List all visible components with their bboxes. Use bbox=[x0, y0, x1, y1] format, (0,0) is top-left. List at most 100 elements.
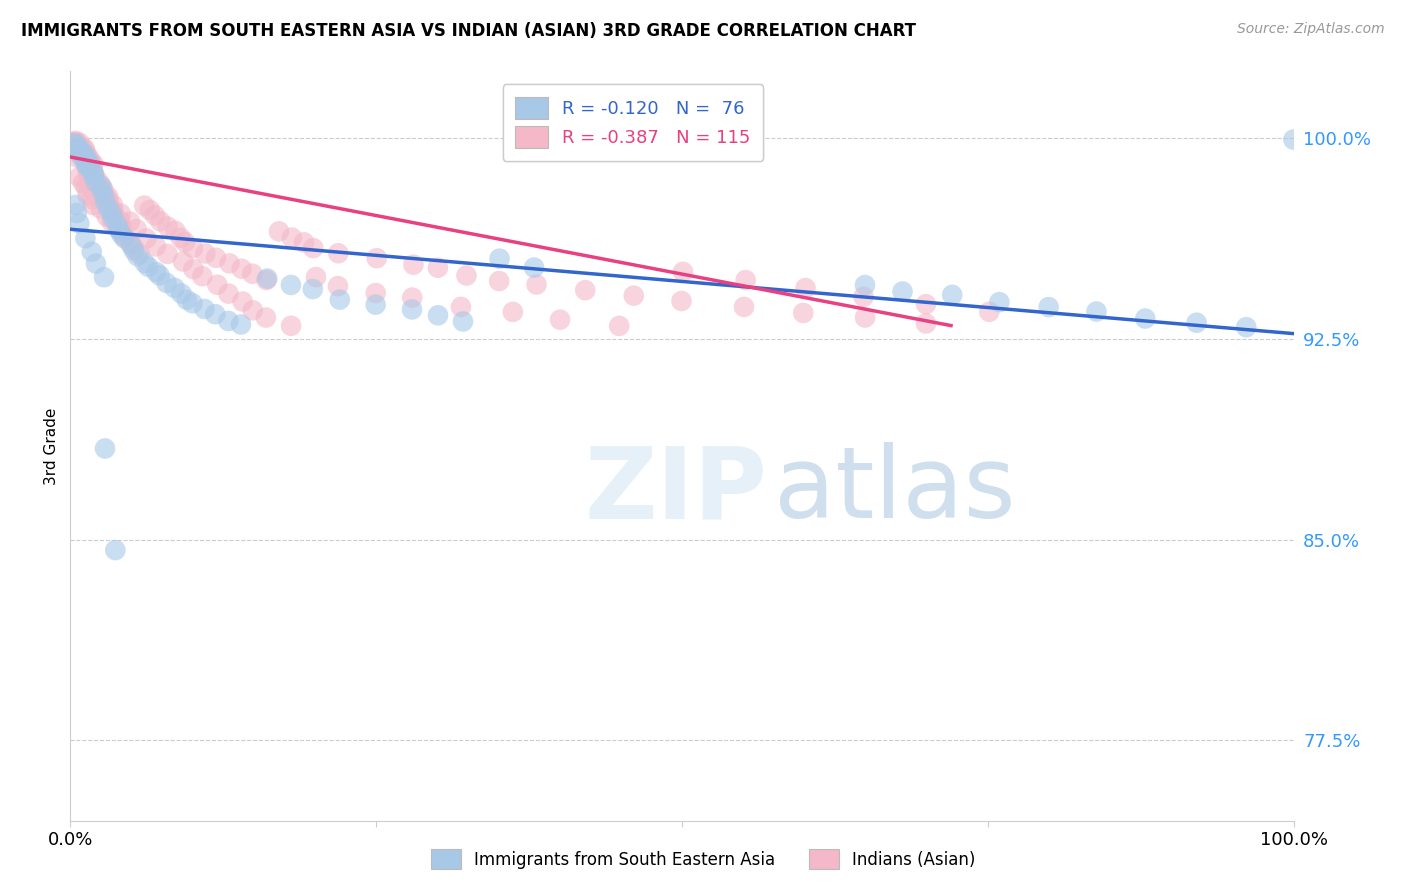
Point bbox=[82, 161, 104, 176]
Point bbox=[73, 152, 96, 166]
Point bbox=[1038, 300, 1060, 314]
Point bbox=[280, 318, 302, 333]
Point bbox=[136, 260, 159, 274]
Point bbox=[67, 142, 90, 156]
Point bbox=[76, 188, 98, 202]
Point bbox=[326, 279, 349, 293]
Point bbox=[114, 231, 136, 245]
Point bbox=[401, 302, 423, 317]
Point bbox=[181, 241, 204, 255]
Point bbox=[90, 185, 112, 199]
Point bbox=[242, 303, 264, 318]
Point bbox=[83, 166, 105, 180]
Point bbox=[915, 317, 938, 331]
Point bbox=[149, 214, 172, 228]
Point bbox=[170, 286, 193, 301]
Point bbox=[110, 224, 132, 238]
Point bbox=[97, 190, 120, 204]
Point bbox=[329, 293, 352, 307]
Point bbox=[66, 151, 89, 165]
Point bbox=[83, 168, 105, 182]
Point bbox=[134, 256, 156, 270]
Point bbox=[204, 307, 226, 321]
Point bbox=[183, 262, 205, 277]
Y-axis label: 3rd Grade: 3rd Grade bbox=[44, 408, 59, 484]
Point bbox=[456, 268, 478, 283]
Point bbox=[67, 142, 90, 156]
Point bbox=[91, 182, 114, 196]
Point bbox=[67, 141, 90, 155]
Point bbox=[281, 230, 304, 244]
Point bbox=[101, 206, 124, 220]
Point bbox=[80, 164, 103, 178]
Point bbox=[128, 247, 150, 261]
Point bbox=[366, 251, 388, 265]
Point bbox=[607, 318, 630, 333]
Point bbox=[1185, 316, 1208, 330]
Point bbox=[82, 198, 104, 212]
Point bbox=[156, 247, 179, 261]
Point bbox=[69, 140, 91, 154]
Point bbox=[67, 142, 90, 156]
Point bbox=[145, 265, 167, 279]
Point bbox=[80, 161, 103, 176]
Point bbox=[77, 166, 100, 180]
Point bbox=[451, 314, 474, 328]
Point bbox=[671, 293, 693, 308]
Point bbox=[138, 202, 160, 217]
Point bbox=[67, 170, 90, 185]
Point bbox=[292, 235, 315, 250]
Point bbox=[672, 265, 695, 279]
Point bbox=[83, 169, 105, 183]
Point bbox=[149, 268, 172, 283]
Point bbox=[915, 297, 938, 311]
Point bbox=[75, 150, 97, 164]
Point bbox=[75, 145, 97, 159]
Point bbox=[76, 161, 98, 175]
Point bbox=[93, 190, 115, 204]
Point bbox=[127, 249, 149, 263]
Point bbox=[62, 142, 84, 156]
Legend: Immigrants from South Eastern Asia, Indians (Asian): Immigrants from South Eastern Asia, Indi… bbox=[420, 838, 986, 880]
Point bbox=[101, 211, 124, 226]
Point bbox=[548, 312, 571, 326]
Point bbox=[65, 136, 87, 150]
Point bbox=[101, 198, 124, 212]
Point bbox=[218, 256, 240, 270]
Point bbox=[76, 155, 98, 169]
Point bbox=[853, 278, 876, 293]
Point bbox=[112, 230, 135, 244]
Point bbox=[63, 198, 86, 212]
Text: IMMIGRANTS FROM SOUTH EASTERN ASIA VS INDIAN (ASIAN) 3RD GRADE CORRELATION CHART: IMMIGRANTS FROM SOUTH EASTERN ASIA VS IN… bbox=[21, 22, 917, 40]
Text: atlas: atlas bbox=[773, 442, 1015, 540]
Legend: R = -0.120   N =  76, R = -0.387   N = 115: R = -0.120 N = 76, R = -0.387 N = 115 bbox=[503, 84, 763, 161]
Point bbox=[70, 151, 93, 165]
Point bbox=[891, 285, 914, 299]
Point bbox=[502, 305, 524, 319]
Point bbox=[70, 145, 93, 159]
Point bbox=[401, 291, 423, 305]
Point bbox=[75, 180, 97, 194]
Point bbox=[267, 224, 290, 238]
Point bbox=[733, 300, 755, 314]
Point bbox=[98, 198, 121, 212]
Point bbox=[232, 294, 254, 309]
Point bbox=[96, 210, 118, 224]
Point bbox=[205, 251, 228, 265]
Point bbox=[72, 176, 94, 190]
Point bbox=[70, 145, 93, 159]
Point bbox=[84, 171, 107, 186]
Point bbox=[90, 202, 112, 216]
Point bbox=[207, 277, 229, 292]
Point bbox=[77, 153, 100, 167]
Point bbox=[110, 220, 132, 235]
Point bbox=[82, 192, 104, 206]
Point bbox=[163, 281, 186, 295]
Point bbox=[364, 286, 387, 301]
Point bbox=[110, 206, 132, 220]
Point bbox=[169, 231, 191, 245]
Point bbox=[70, 146, 93, 161]
Point bbox=[82, 157, 104, 171]
Point bbox=[75, 148, 97, 162]
Point bbox=[63, 136, 86, 151]
